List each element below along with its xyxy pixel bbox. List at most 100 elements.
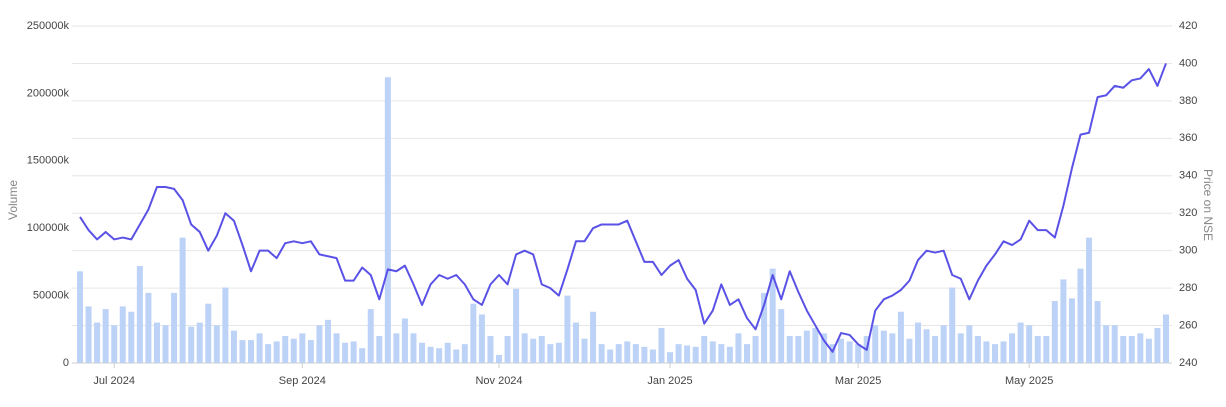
volume-bar xyxy=(316,325,323,363)
volume-bar xyxy=(846,341,853,363)
volume-bar xyxy=(273,341,280,363)
volume-bar xyxy=(230,330,237,363)
volume-bar xyxy=(743,344,750,363)
volume-bar xyxy=(265,344,272,363)
volume-bar xyxy=(248,340,255,363)
volume-bar xyxy=(85,306,92,363)
volume-bar xyxy=(513,288,520,363)
volume-bar xyxy=(897,311,904,363)
y-tick-label: 0 xyxy=(63,357,69,369)
volume-bar xyxy=(419,342,426,363)
volume-bar xyxy=(145,292,152,363)
volume-bar xyxy=(906,338,913,363)
volume-bar xyxy=(427,346,434,363)
volume-bar xyxy=(983,341,990,363)
volume-bar xyxy=(1068,298,1075,363)
y-tick-label: 150000k xyxy=(27,155,70,167)
volume-bar xyxy=(530,338,537,363)
volume-bar xyxy=(376,336,383,363)
volume-bar xyxy=(1051,300,1058,363)
volume-bar xyxy=(290,338,297,363)
volume-bar xyxy=(812,327,819,363)
volume-bar xyxy=(709,341,716,363)
volume-bar xyxy=(239,340,246,363)
volume-bar xyxy=(991,344,998,363)
volume-bar xyxy=(581,338,588,363)
volume-bar xyxy=(692,346,699,363)
volume-bar xyxy=(496,354,503,363)
volume-bar xyxy=(684,345,691,363)
volume-bar xyxy=(838,338,845,363)
volume-bar xyxy=(111,325,118,363)
volume-bar xyxy=(667,352,674,363)
volume-bar xyxy=(324,319,331,363)
volume-bar xyxy=(205,303,212,363)
volume-bar xyxy=(778,309,785,363)
volume-bar xyxy=(222,287,229,363)
volume-bar xyxy=(342,342,349,363)
volume-bar xyxy=(333,333,340,363)
volume-bar xyxy=(1077,268,1084,363)
volume-bar xyxy=(453,349,460,363)
volume-bar xyxy=(658,327,665,363)
volume-bar xyxy=(521,333,528,363)
volume-bar xyxy=(1111,325,1118,363)
x-tick-label: May 2025 xyxy=(1005,375,1053,387)
y2-tick-label: 360 xyxy=(1179,132,1197,144)
volume-bar xyxy=(1120,336,1127,363)
volume-bar xyxy=(624,341,631,363)
volume-bar xyxy=(555,342,562,363)
volume-bar xyxy=(829,344,836,363)
x-tick-label: Jan 2025 xyxy=(647,375,692,387)
volume-bar xyxy=(590,311,597,363)
volume-bar xyxy=(470,303,477,363)
volume-bar xyxy=(974,336,981,363)
volume-bar xyxy=(299,333,306,363)
volume-bar xyxy=(393,333,400,363)
volume-bar xyxy=(735,333,742,363)
y-tick-label: 250000k xyxy=(27,20,70,32)
volume-bar xyxy=(598,344,605,363)
volume-bar xyxy=(77,271,83,363)
volume-bar xyxy=(1017,322,1024,363)
volume-bar xyxy=(1137,333,1144,363)
x-tick-label: Mar 2025 xyxy=(835,375,881,387)
volume-bar xyxy=(162,325,169,363)
volume-bar xyxy=(880,330,887,363)
volume-bar xyxy=(256,333,263,363)
volume-bar xyxy=(966,325,973,363)
volume-bar xyxy=(769,268,776,363)
y2-tick-label: 280 xyxy=(1179,282,1197,294)
volume-bar xyxy=(282,336,289,363)
y2-tick-label: 240 xyxy=(1179,357,1197,369)
volume-bar xyxy=(615,344,622,363)
volume-bar xyxy=(119,306,126,363)
y2-tick-label: 380 xyxy=(1179,95,1197,107)
volume-bar xyxy=(641,346,648,363)
volume-bar xyxy=(401,318,408,363)
y-axis-title: Volume xyxy=(6,180,20,220)
volume-bar xyxy=(1128,336,1135,363)
volume-bar xyxy=(752,336,759,363)
volume-bar xyxy=(547,344,554,363)
y2-tick-label: 400 xyxy=(1179,57,1197,69)
volume-bar xyxy=(1163,314,1169,363)
volume-bar xyxy=(915,322,922,363)
volume-bar xyxy=(136,265,143,363)
volume-bar xyxy=(436,348,443,363)
x-tick-label: Sep 2024 xyxy=(279,375,326,387)
volume-bar xyxy=(607,349,614,363)
x-tick-label: Jul 2024 xyxy=(93,375,135,387)
volume-bar xyxy=(726,346,733,363)
volume-bar xyxy=(718,344,725,363)
volume-bar xyxy=(350,341,357,363)
volume-bar xyxy=(855,344,862,363)
volume-bar xyxy=(761,292,768,363)
volume-bar xyxy=(564,295,571,363)
volume-bar xyxy=(820,333,827,363)
volume-bar xyxy=(196,322,203,363)
volume-bar xyxy=(213,325,220,363)
volume-bar xyxy=(128,311,135,363)
y2-axis-title: Price on NSE xyxy=(1201,169,1215,241)
volume-bar xyxy=(803,330,810,363)
